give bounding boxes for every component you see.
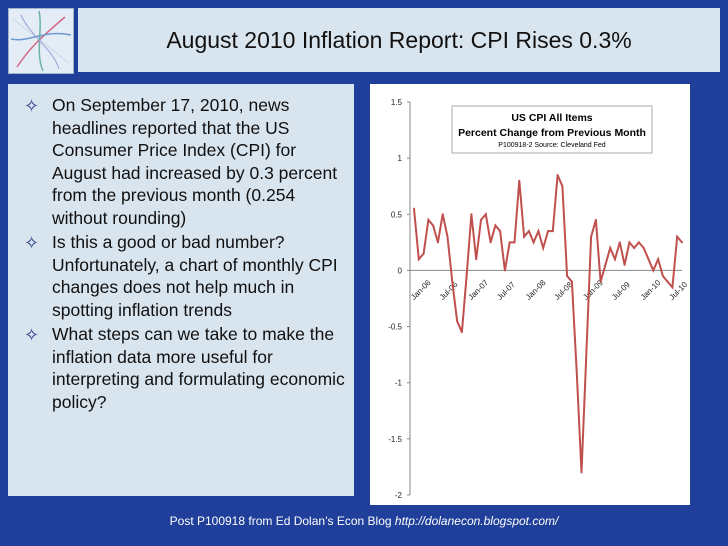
data-point xyxy=(590,235,593,238)
x-tick-label: Jul-10 xyxy=(667,280,689,302)
chart-title-box xyxy=(451,105,653,154)
x-tick-label: Jan-09 xyxy=(581,278,605,302)
data-point xyxy=(628,241,631,244)
bullet-text: On September 17, 2010, news headlines re… xyxy=(52,95,338,228)
x-tick-label: Jul-06 xyxy=(438,280,460,302)
footer-text: Post P100918 from Ed Dolan’s Econ Blog xyxy=(169,514,395,528)
data-point xyxy=(657,258,660,261)
logo xyxy=(8,8,74,74)
data-point xyxy=(503,269,506,272)
data-point xyxy=(460,331,463,334)
chart-note: P100918-2 Source: Cleveland Fed xyxy=(498,142,606,149)
data-point xyxy=(623,263,626,266)
data-point xyxy=(513,241,516,244)
data-point xyxy=(561,185,564,188)
blog-link[interactable]: http://dolanecon.blogspot.com/ xyxy=(394,514,559,528)
x-tick-label: Jan-08 xyxy=(524,278,548,302)
data-point xyxy=(432,224,435,227)
bullet-item: ✧ What steps can we take to make the inf… xyxy=(24,323,350,413)
data-point xyxy=(446,235,449,238)
bullet-item: ✧ Is this a good or bad number? Unfortun… xyxy=(24,231,350,321)
data-point xyxy=(489,241,492,244)
data-point xyxy=(451,280,454,283)
data-point xyxy=(551,230,554,233)
data-point xyxy=(647,258,650,261)
x-tick-label: Jan-06 xyxy=(409,278,433,302)
series-line xyxy=(413,174,683,473)
data-point xyxy=(614,258,616,261)
data-point xyxy=(661,275,664,278)
title-bar: August 2010 Inflation Report: CPI Rises … xyxy=(78,8,720,72)
data-point xyxy=(542,246,545,249)
diamond-bullet-icon: ✧ xyxy=(24,233,40,253)
data-point xyxy=(499,230,502,233)
data-point xyxy=(475,258,478,261)
data-point xyxy=(681,241,683,244)
data-point xyxy=(671,286,674,289)
data-point xyxy=(556,173,559,176)
data-point xyxy=(508,241,511,244)
data-point xyxy=(436,241,439,244)
y-tick-label: 0.5 xyxy=(391,210,403,219)
data-point xyxy=(666,280,669,283)
chart-svg: 1.510.50-0.5-1-1.5-2 Jan-06 Jul-06 Jan-07 J… xyxy=(388,98,689,500)
y-tick-label: -2 xyxy=(395,491,403,500)
data-point xyxy=(422,252,425,255)
data-point xyxy=(599,280,602,283)
slide-title: August 2010 Inflation Report: CPI Rises … xyxy=(166,26,632,53)
data-point xyxy=(417,258,420,261)
data-point xyxy=(570,280,573,283)
logo-graphic xyxy=(9,9,73,73)
footer: Post P100918 from Ed Dolan’s Econ Blog h… xyxy=(0,514,728,528)
x-tick-label: Jan-07 xyxy=(466,278,490,302)
data-point xyxy=(532,241,535,244)
data-point xyxy=(637,241,640,244)
data-point xyxy=(547,230,549,233)
y-tick-label: 1 xyxy=(398,154,403,163)
data-point xyxy=(618,241,621,244)
y-tick-label: 0 xyxy=(398,266,403,275)
data-point xyxy=(527,230,530,233)
y-tick-label: -1 xyxy=(395,379,403,388)
data-point xyxy=(642,246,645,249)
x-tick-label: Jul-09 xyxy=(610,280,632,302)
data-point xyxy=(594,218,597,221)
data-point xyxy=(566,275,569,278)
data-point xyxy=(580,471,583,474)
x-tick-label: Jan-10 xyxy=(639,278,663,302)
diamond-bullet-icon: ✧ xyxy=(24,325,40,345)
data-point xyxy=(633,246,636,249)
data-point xyxy=(676,235,679,238)
data-point xyxy=(494,224,497,227)
data-point xyxy=(413,207,415,210)
cpi-chart: 1.5 1 0.5 0 -0.5 -1 -1.5 -2 Jan-06 Jul-06 Jan-07 J… xyxy=(370,84,690,505)
data-point xyxy=(652,269,655,272)
data-point xyxy=(609,246,612,249)
data-point xyxy=(523,235,526,238)
data-point xyxy=(518,179,521,182)
data-point xyxy=(427,218,430,221)
data-point xyxy=(484,213,487,216)
chart-title: US CPI All Items xyxy=(511,112,592,124)
data-point xyxy=(604,263,607,266)
y-tick-label: -0.5 xyxy=(388,323,402,332)
x-tick-label: Jul-07 xyxy=(495,280,517,302)
y-tick-label: 1.5 xyxy=(391,98,403,107)
bullet-text: Is this a good or bad number? Unfortunat… xyxy=(52,232,338,320)
bullet-text: What steps can we take to make the infla… xyxy=(52,324,345,412)
data-point xyxy=(465,275,468,278)
data-point xyxy=(470,213,473,216)
data-point xyxy=(480,218,482,221)
bullet-item: ✧ On September 17, 2010, news headlines … xyxy=(24,94,350,229)
data-point xyxy=(537,230,540,233)
y-tick-label: -1.5 xyxy=(388,435,402,444)
bullet-panel: ✧ On September 17, 2010, news headlines … xyxy=(8,84,354,496)
data-point xyxy=(456,319,459,322)
chart-subtitle: Percent Change from Previous Month xyxy=(458,127,646,139)
data-point xyxy=(575,370,578,373)
diamond-bullet-icon: ✧ xyxy=(24,96,40,116)
data-point xyxy=(585,353,588,356)
data-point xyxy=(441,213,444,216)
